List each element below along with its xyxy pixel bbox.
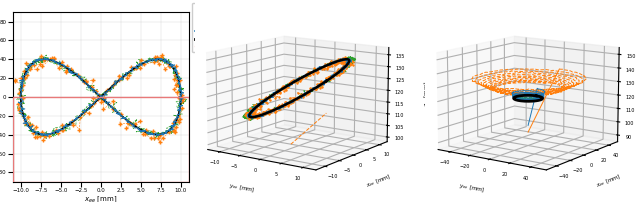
X-axis label: $x_{ee}$ [mm]: $x_{ee}$ [mm] — [84, 195, 118, 202]
Bar — [13, 97, 189, 182]
Y-axis label: $x_{ee}$ [mm]: $x_{ee}$ [mm] — [365, 173, 392, 190]
X-axis label: $y_{ee}$ [mm]: $y_{ee}$ [mm] — [228, 182, 255, 195]
Legend: TPWL ($N_s = 3$, $dt = 0.1$ s), Koopman ($N_s = 1$, $dt = 0.05$ s), SSMR (Ours) : TPWL ($N_s = 3$, $dt = 0.1$ s), Koopman … — [192, 3, 311, 52]
X-axis label: $y_{ee}$ [mm]: $y_{ee}$ [mm] — [458, 182, 486, 195]
Y-axis label: $x_{ee}$ [mm]: $x_{ee}$ [mm] — [595, 173, 623, 190]
